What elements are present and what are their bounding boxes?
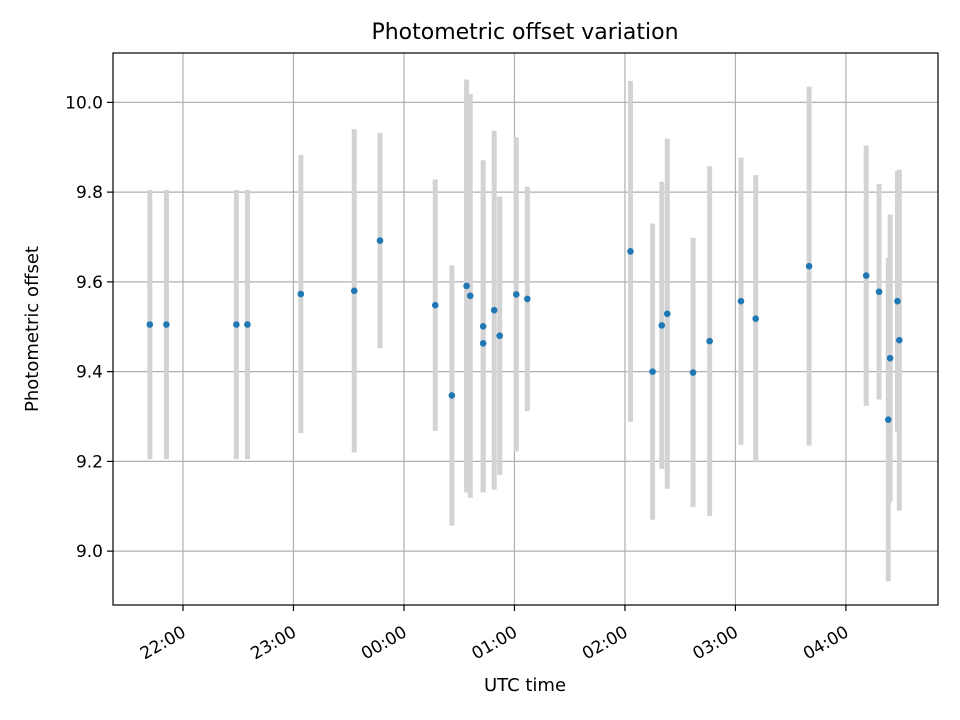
plot-area (112, 52, 939, 606)
data-point (658, 322, 666, 329)
data-point (479, 323, 487, 330)
x-axis-label: UTC time (484, 675, 566, 696)
data-point (649, 368, 656, 375)
data-point (737, 297, 745, 305)
chart-title: Photometric offset variation (371, 20, 678, 45)
data-point (512, 291, 520, 298)
x-tick-label: 03:00 (689, 622, 741, 664)
data-point (862, 272, 870, 279)
data-point (689, 369, 697, 376)
data-point (163, 321, 170, 328)
grid (113, 53, 938, 605)
y-axis-label: Photometric offset (22, 246, 43, 412)
data-point (886, 354, 894, 362)
data-point (376, 237, 384, 244)
data-point (496, 332, 504, 340)
data-point (350, 287, 358, 295)
data-point (479, 340, 487, 347)
data-point (894, 297, 901, 305)
x-tick-label: 04:00 (800, 622, 852, 664)
data-point (524, 295, 531, 303)
x-tick-label: 01:00 (469, 622, 521, 664)
data-point (146, 321, 154, 328)
plot-frame (112, 52, 939, 606)
data-point (463, 282, 470, 290)
x-tick-label: 22:00 (137, 622, 189, 664)
data-point (297, 290, 305, 298)
x-tick-label: 00:00 (358, 622, 410, 664)
y-tick-label: 10.0 (65, 93, 103, 113)
y-tick-label: 9.2 (76, 452, 103, 472)
data-point (805, 262, 813, 270)
data-point (233, 321, 240, 328)
data-point (752, 315, 759, 322)
data-point (466, 292, 474, 300)
data-point (448, 392, 456, 399)
data-point (627, 248, 634, 255)
data-point (884, 416, 892, 423)
data-points (146, 237, 903, 423)
data-point (490, 306, 498, 314)
error-bars (147, 79, 902, 582)
y-tick-label: 9.6 (76, 273, 103, 293)
y-tick-label: 9.8 (76, 183, 103, 203)
x-tick-label: 02:00 (579, 622, 631, 664)
data-point (663, 310, 671, 318)
data-point (875, 288, 883, 296)
x-tick-label: 23:00 (248, 622, 300, 664)
y-tick-label: 9.4 (76, 363, 103, 383)
data-point (431, 301, 439, 309)
y-tick-label: 9.0 (76, 542, 103, 562)
data-point (896, 336, 903, 344)
data-point (244, 321, 251, 328)
data-point (706, 337, 713, 345)
